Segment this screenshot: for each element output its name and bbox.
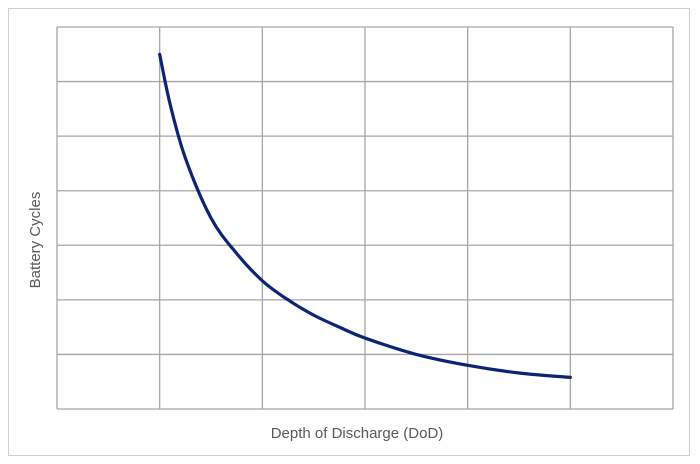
- chart-grid: [56, 26, 674, 410]
- chart-series: [158, 52, 572, 379]
- battery-cycles-curve: [158, 52, 572, 379]
- chart-frame: [8, 8, 690, 456]
- x-axis-label: Depth of Discharge (DoD): [271, 425, 444, 442]
- y-axis-label: Battery Cycles: [27, 192, 44, 289]
